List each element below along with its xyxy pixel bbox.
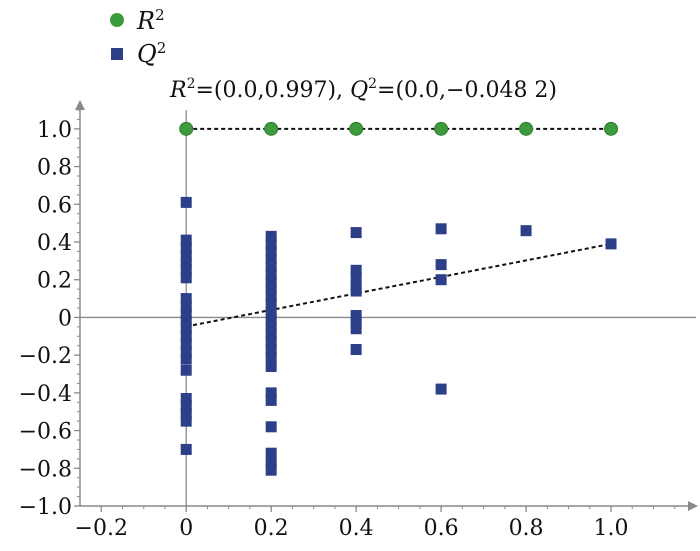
- legend: R2 Q2: [110, 6, 166, 68]
- y-tick-label: 0.4: [37, 231, 72, 256]
- point-q2: [265, 298, 277, 310]
- point-q2: [265, 387, 277, 399]
- point-q2: [265, 253, 277, 265]
- point-q2: [180, 300, 192, 312]
- point-q2: [180, 415, 192, 427]
- x-tick-label: 0.8: [509, 516, 544, 541]
- point-q2: [350, 279, 362, 291]
- point-q2: [265, 421, 277, 433]
- point-q2: [265, 321, 277, 333]
- point-q2: [350, 310, 362, 322]
- point-q2: [265, 457, 277, 469]
- point-q2: [265, 313, 277, 325]
- y-tick-label: −0.8: [19, 457, 72, 482]
- point-q2: [265, 447, 277, 459]
- y-tick-label: 0.2: [37, 269, 72, 294]
- point-q2: [265, 268, 277, 280]
- regression-lines: [186, 127, 612, 328]
- axis-ticks: 1.00.80.60.40.20−0.2−0.4−0.6−0.8−1.0−0.2…: [19, 109, 676, 541]
- point-q2: [180, 345, 192, 357]
- point-q2: [350, 227, 362, 239]
- y-tick-label: −0.2: [19, 344, 72, 369]
- point-q2: [435, 223, 447, 235]
- point-q2: [265, 394, 277, 406]
- y-tick-label: 0.8: [37, 156, 72, 181]
- x-tick-label: 0.2: [254, 516, 289, 541]
- point-q2: [180, 400, 192, 412]
- point-q2: [180, 196, 192, 208]
- point-q2: [180, 443, 192, 455]
- point-q2: [180, 242, 192, 254]
- legend-marker-q2: [111, 48, 123, 60]
- point-q2: [435, 383, 447, 395]
- point-q2: [265, 336, 277, 348]
- point-q2: [180, 323, 192, 335]
- point-q2: [265, 245, 277, 257]
- point-q2: [180, 308, 192, 320]
- point-q2: [350, 317, 362, 329]
- point-q2: [180, 272, 192, 284]
- point-q2: [265, 283, 277, 295]
- y-axis-arrow: [75, 100, 85, 110]
- point-q2: [435, 274, 447, 286]
- y-tick-label: −0.6: [19, 420, 72, 445]
- point-q2: [265, 328, 277, 340]
- point-q2: [350, 323, 362, 335]
- point-q2: [265, 261, 277, 273]
- x-tick-label: 0: [179, 516, 193, 541]
- point-q2: [180, 234, 192, 246]
- axes: [75, 100, 698, 511]
- x-tick-label: −0.2: [75, 516, 128, 541]
- data-points: [179, 121, 619, 476]
- point-q2: [180, 315, 192, 327]
- point-r2: [349, 121, 364, 136]
- point-q2: [180, 293, 192, 305]
- point-q2: [350, 264, 362, 276]
- x-tick-label: 1.0: [594, 516, 629, 541]
- point-q2: [265, 306, 277, 318]
- y-tick-label: −1.0: [19, 495, 72, 520]
- point-q2: [265, 238, 277, 250]
- point-q2: [180, 353, 192, 365]
- point-q2: [180, 338, 192, 350]
- y-tick-label: 1.0: [37, 118, 72, 143]
- x-axis-arrow: [688, 501, 698, 511]
- point-q2: [265, 276, 277, 288]
- legend-label-q2: Q2: [137, 39, 166, 68]
- point-q2: [180, 364, 192, 376]
- y-tick-label: −0.4: [19, 382, 72, 407]
- point-q2: [605, 238, 617, 250]
- point-q2: [265, 291, 277, 303]
- point-q2: [265, 343, 277, 355]
- point-r2: [604, 121, 619, 136]
- point-q2: [265, 464, 277, 476]
- y-tick-label: 0.6: [37, 193, 72, 218]
- regression-line-q2: [186, 242, 612, 328]
- point-q2: [435, 259, 447, 271]
- point-q2: [350, 343, 362, 355]
- point-q2: [520, 225, 532, 237]
- x-tick-label: 0.6: [424, 516, 459, 541]
- y-tick-label: 0: [58, 306, 72, 331]
- point-r2: [434, 121, 449, 136]
- point-q2: [265, 351, 277, 363]
- point-q2: [180, 249, 192, 261]
- point-q2: [265, 360, 277, 372]
- regression-annotation: R2=(0.0,0.997), Q2=(0.0,−0.048 2): [169, 76, 557, 103]
- point-q2: [180, 264, 192, 276]
- point-q2: [350, 272, 362, 284]
- x-tick-label: 0.4: [339, 516, 374, 541]
- legend-label-r2: R2: [136, 6, 165, 35]
- point-q2: [180, 393, 192, 405]
- point-q2: [180, 408, 192, 420]
- point-r2: [264, 121, 279, 136]
- point-q2: [265, 230, 277, 242]
- point-r2: [179, 121, 194, 136]
- point-r2: [519, 121, 534, 136]
- point-q2: [180, 257, 192, 269]
- point-q2: [180, 330, 192, 342]
- point-q2: [350, 285, 362, 297]
- legend-marker-r2: [110, 13, 124, 27]
